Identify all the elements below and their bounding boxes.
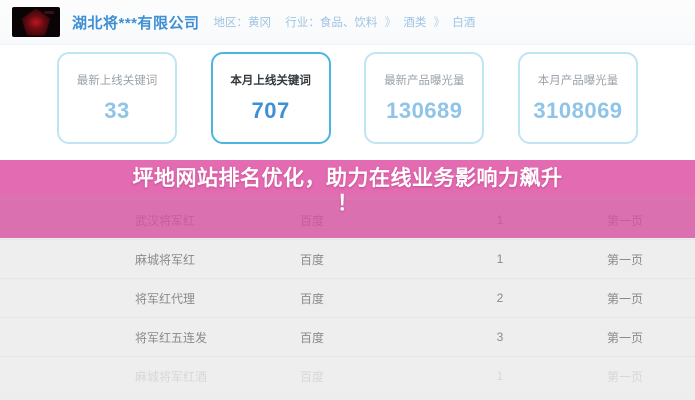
cell-keyword: 麻城将军红 — [135, 252, 196, 267]
cell-engine: 百度 — [300, 252, 325, 267]
company-name: 湖北将***有限公司 — [72, 14, 200, 32]
cell-keyword: 将军红五连发 — [135, 330, 208, 345]
cell-keyword: 麻城将军红酒 — [135, 369, 208, 384]
promo-banner-solid-band — [0, 160, 695, 195]
stat-card-title: 本月上线关键词 — [230, 75, 311, 87]
breadcrumb-separator-2: 》 — [433, 17, 446, 29]
table-row[interactable]: 将军红代理 百度 2 第一页 — [0, 279, 695, 318]
cell-keyword: 将军红代理 — [135, 291, 196, 306]
stat-card-group: 最新上线关键词 33 本月上线关键词 707 最新产品曝光量 130689 本月… — [0, 52, 695, 154]
stat-card-latest-keywords[interactable]: 最新上线关键词 33 — [57, 52, 177, 144]
stat-card-value: 33 — [104, 98, 130, 123]
stat-card-title: 最新产品曝光量 — [384, 75, 465, 87]
promo-banner-exclamation: ！ — [337, 192, 358, 215]
cell-rank: 第一页 — [606, 252, 643, 267]
cell-count: 1 — [496, 369, 504, 383]
cell-count: 3 — [496, 330, 504, 344]
table-row[interactable]: 将军红五连发 百度 3 第一页 — [0, 318, 695, 357]
promo-banner-translucent-band — [0, 195, 695, 238]
cell-count: 1 — [496, 252, 504, 266]
cell-engine: 百度 — [300, 291, 325, 306]
category-level-2: 白酒 — [452, 17, 476, 29]
cell-engine: 百度 — [300, 330, 325, 345]
category-level-1: 酒类 — [403, 17, 427, 29]
cell-count: 2 — [496, 291, 504, 305]
stat-card-value: 130689 — [386, 98, 463, 123]
company-meta: 地区：黄冈 行业：食品、饮料 》 酒类 》 白酒 — [214, 14, 476, 30]
stat-card-title: 本月产品曝光量 — [537, 75, 619, 87]
table-row[interactable]: 麻城将军红 百度 1 第一页 — [0, 240, 695, 279]
cell-rank: 第一页 — [606, 330, 643, 345]
stat-card-title: 最新上线关键词 — [76, 75, 158, 87]
cell-rank: 第一页 — [606, 291, 643, 306]
stat-card-month-exposure[interactable]: 本月产品曝光量 3108069 — [517, 52, 638, 144]
stat-card-month-keywords[interactable]: 本月上线关键词 707 — [210, 52, 331, 144]
top-header-bar: 湖北将***有限公司 地区：黄冈 行业：食品、饮料 》 酒类 》 白酒 — [0, 0, 695, 45]
promo-banner-headline: 坪地网站排名优化，助力在线业务影响力飙升 — [132, 167, 563, 190]
cell-rank: 第一页 — [606, 369, 643, 384]
stat-card-value: 3108069 — [533, 98, 623, 123]
cell-engine: 百度 — [300, 369, 325, 384]
stat-card-value: 707 — [251, 98, 290, 123]
breadcrumb-separator-1: 》 — [384, 17, 397, 29]
stat-card-latest-exposure[interactable]: 最新产品曝光量 130689 — [364, 52, 485, 144]
industry-label: 行业：食品、饮料 — [285, 17, 378, 29]
company-logo-icon — [12, 7, 60, 37]
region-label: 地区：黄冈 — [213, 17, 272, 29]
table-row[interactable]: 麻城将军红酒 百度 1 第一页 — [0, 357, 695, 396]
promo-banner: 坪地网站排名优化，助力在线业务影响力飙升 ！ — [0, 160, 695, 238]
